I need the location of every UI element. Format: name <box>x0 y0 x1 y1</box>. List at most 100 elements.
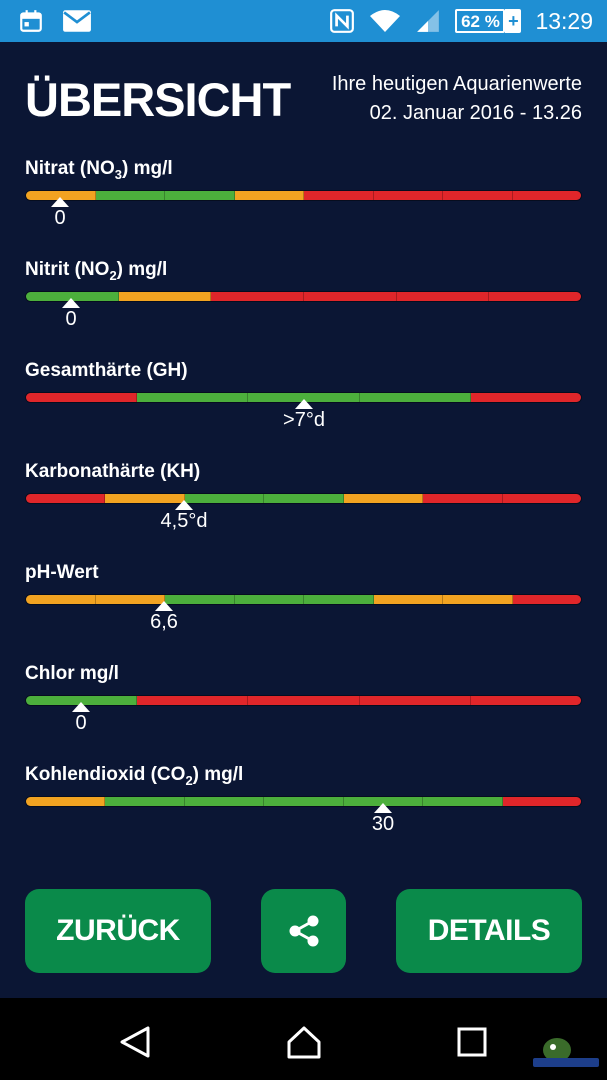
range-segment-orange <box>373 595 443 604</box>
range-bar <box>25 796 582 807</box>
range-segment-red <box>304 191 374 200</box>
range-segment-red <box>26 494 106 503</box>
nfc-icon <box>330 9 355 33</box>
range-segment-green <box>423 797 503 806</box>
range-segment-red <box>373 191 443 200</box>
mail-icon <box>63 10 91 32</box>
range-segment-orange <box>26 595 96 604</box>
range-segment-green <box>343 797 424 806</box>
range-segment-green <box>137 393 249 402</box>
parameter-value: >7°d <box>283 409 325 431</box>
back-button[interactable]: ZURÜCK <box>25 889 211 973</box>
clock: 13:29 <box>535 7 593 34</box>
range-segment-orange <box>343 494 424 503</box>
range-segment-orange <box>26 191 96 200</box>
share-icon <box>289 915 318 947</box>
watermark-logo <box>533 1038 599 1067</box>
value-marker-icon <box>295 399 313 409</box>
page-title: ÜBERSICHT <box>25 73 291 126</box>
parameter-value: 6,6 <box>150 611 178 633</box>
battery-percent: 62 % <box>461 12 500 31</box>
range-segment-orange <box>105 494 185 503</box>
range-segment-orange <box>234 191 304 200</box>
range-segment-orange <box>26 797 106 806</box>
range-segment-green <box>359 393 471 402</box>
parameter-label: Karbonathärte (KH) <box>25 461 201 482</box>
value-marker-icon <box>72 702 90 712</box>
range-segment-red <box>211 292 305 301</box>
range-segment-red <box>512 191 581 200</box>
range-segment-green <box>105 797 185 806</box>
range-segment-red <box>470 696 581 705</box>
parameter-label: Nitrit (NO2) mg/l <box>25 259 168 283</box>
parameter-label: Kohlendioxid (CO2) mg/l <box>25 764 244 788</box>
value-marker-icon <box>62 298 80 308</box>
details-button[interactable]: DETAILS <box>396 889 582 973</box>
range-segment-green <box>165 595 235 604</box>
range-segment-red <box>512 595 581 604</box>
parameter-value: 0 <box>65 308 77 330</box>
range-segment-red <box>304 292 397 301</box>
range-segment-red <box>26 393 138 402</box>
parameter-value: 0 <box>75 712 87 734</box>
value-marker-icon <box>155 601 173 611</box>
range-segment-green <box>264 494 344 503</box>
range-segment-green <box>264 797 344 806</box>
parameter-value: 0 <box>54 207 66 229</box>
wifi-icon <box>370 10 401 32</box>
range-segment-green <box>184 797 265 806</box>
range-segment-green <box>184 494 265 503</box>
range-segment-red <box>359 696 471 705</box>
parameter-row: Gesamthärte (GH) >7°d <box>25 360 582 450</box>
range-segment-green <box>26 696 138 705</box>
range-segment-orange <box>443 595 513 604</box>
parameter-row: Karbonathärte (KH) 4,5°d <box>25 461 582 551</box>
parameter-row: Nitrat (NO3) mg/l 0 <box>25 158 582 248</box>
range-segment-red <box>489 292 581 301</box>
value-marker-icon <box>374 803 392 813</box>
status-bar: 62 % + 13:29 <box>0 0 607 42</box>
value-marker-icon <box>175 500 193 510</box>
value-marker-icon <box>51 197 69 207</box>
parameter-row: pH-Wert 6,6 <box>25 562 582 652</box>
range-segment-red <box>396 292 490 301</box>
signal-icon <box>417 10 440 32</box>
page-subtitle: Ihre heutigen Aquarienwerte 02. Januar 2… <box>332 70 582 128</box>
parameter-label: Chlor mg/l <box>25 663 119 684</box>
parameter-label: pH-Wert <box>25 562 99 583</box>
range-bar <box>25 695 582 706</box>
parameter-label: Nitrat (NO3) mg/l <box>25 158 173 182</box>
parameter-row: Kohlendioxid (CO2) mg/l 30 <box>25 764 582 854</box>
battery-icon: 62 % + <box>455 9 522 33</box>
range-bar <box>25 291 582 302</box>
share-button[interactable] <box>261 889 346 973</box>
range-segment-red <box>137 696 249 705</box>
range-segment-orange <box>95 595 165 604</box>
range-segment-green <box>234 595 304 604</box>
range-segment-red <box>502 494 581 503</box>
range-bar <box>25 493 582 504</box>
home-icon[interactable] <box>284 1022 324 1062</box>
range-segment-red <box>443 191 513 200</box>
range-segment-green <box>248 393 360 402</box>
range-segment-red <box>502 797 581 806</box>
range-bar <box>25 594 582 605</box>
range-segment-red <box>423 494 503 503</box>
subtitle-datetime: 02. Januar 2016 - 13.26 <box>369 102 582 124</box>
range-segment-red <box>470 393 581 402</box>
calendar-icon <box>20 10 42 32</box>
parameter-value: 30 <box>371 813 395 835</box>
navigation-bar <box>0 998 607 1080</box>
range-segment-green <box>95 191 165 200</box>
charging-icon: + <box>505 9 522 33</box>
range-segment-orange <box>118 292 212 301</box>
parameter-row: Nitrit (NO2) mg/l 0 <box>25 259 582 349</box>
range-segment-green <box>304 595 374 604</box>
back-triangle-icon[interactable] <box>116 1022 156 1062</box>
parameter-value: 4,5°d <box>160 510 208 532</box>
recents-icon[interactable] <box>452 1022 492 1062</box>
parameter-row: Chlor mg/l 0 <box>25 663 582 753</box>
range-segment-green <box>165 191 235 200</box>
range-segment-red <box>248 696 360 705</box>
subtitle-text: Ihre heutigen Aquarienwerte <box>331 73 582 95</box>
